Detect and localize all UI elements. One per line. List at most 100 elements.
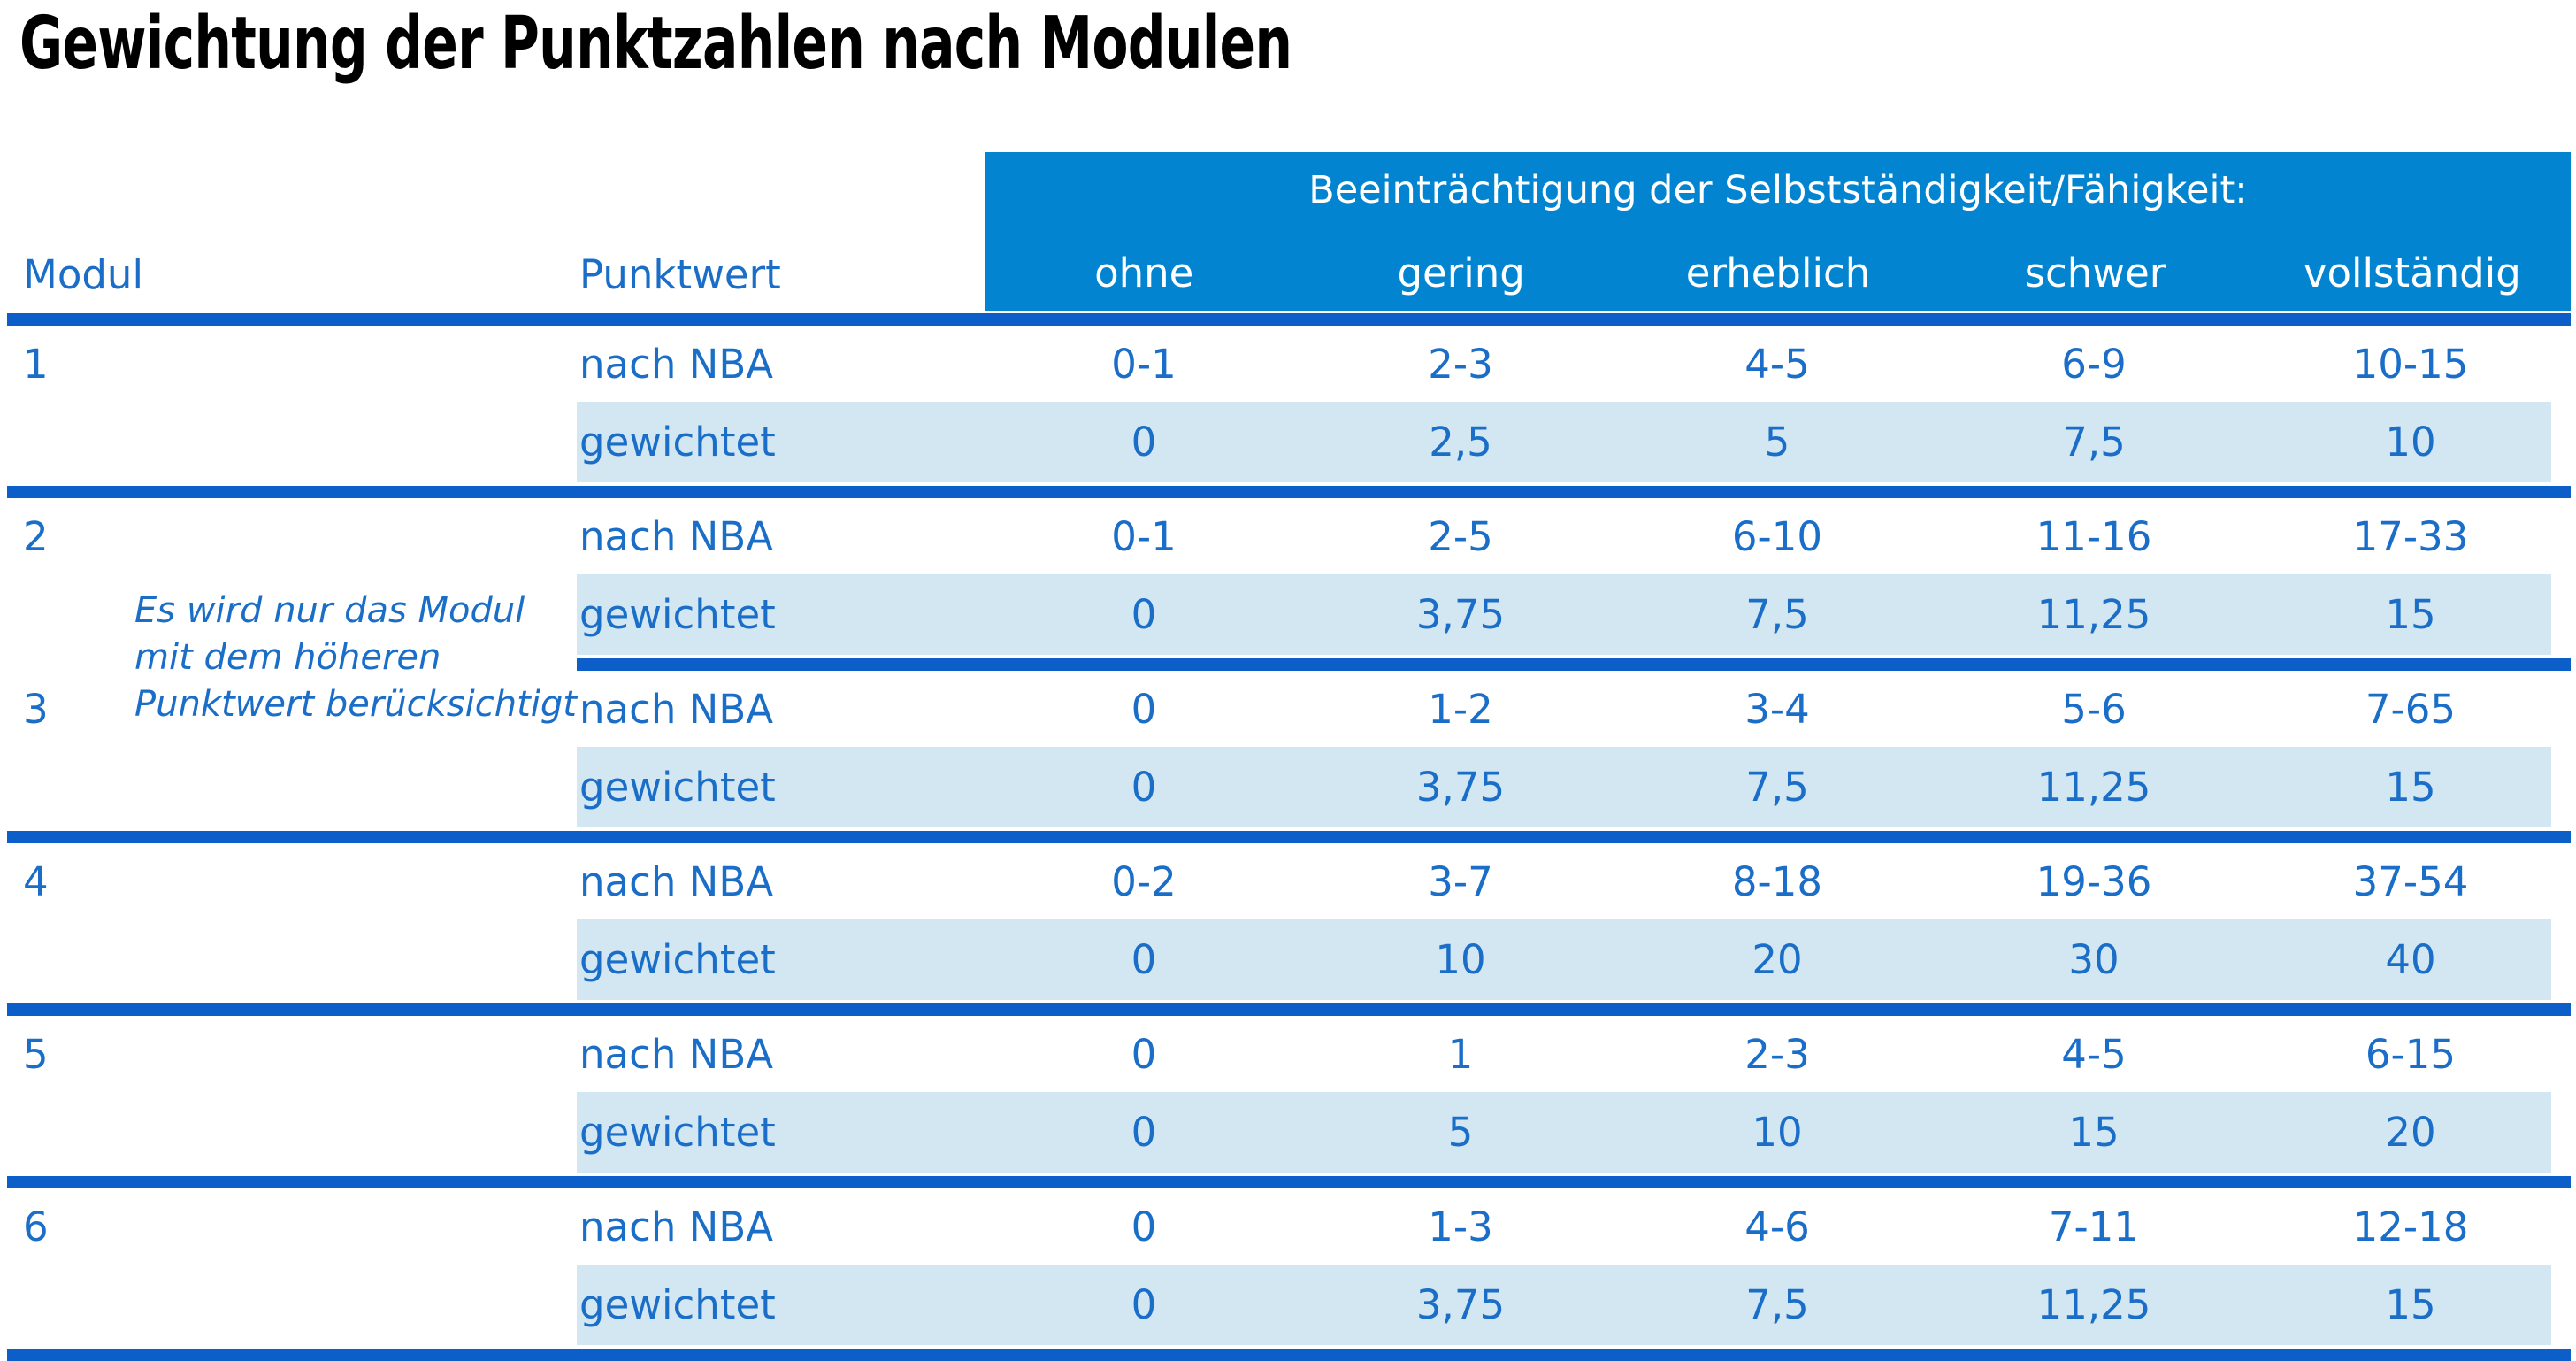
page-title: Gewichtung der Punktzahlen nach Modulen [19, 2, 1292, 86]
cell-value: 10 [1435, 936, 1486, 983]
cell-value: 1-2 [1428, 685, 1493, 733]
table-row: gewichtet 0 2,5 5 7,5 10 [0, 402, 2576, 482]
module-number-empty [0, 402, 577, 482]
table-row: 4 nach NBA 0-2 3-7 8-18 19-36 37-54 [0, 843, 2576, 919]
cell-value: 3-7 [1428, 857, 1493, 905]
cell-value: 15 [2385, 764, 2436, 811]
cell-value: 20 [1752, 936, 1803, 983]
cell-value: 11,25 [2036, 591, 2151, 638]
table-row: gewichtet 0 5 10 15 20 [0, 1092, 2576, 1173]
row-label-nba: nach NBA [579, 857, 773, 905]
module-number: 2 [23, 512, 49, 560]
row-label-weighted: gewichtet [579, 419, 776, 465]
cell-value: 3,75 [1415, 591, 1506, 638]
cell-value: 4-5 [2061, 1030, 2127, 1078]
table-row: 5 nach NBA 0 1 2-3 4-5 6-15 [0, 1016, 2576, 1092]
module-number: 5 [23, 1030, 49, 1078]
cell-value: 3,75 [1415, 764, 1506, 811]
module-divider [7, 486, 2571, 498]
cell-value: 3,75 [1415, 1281, 1506, 1328]
col-header-gering: gering [1397, 250, 1525, 296]
cell-value: 0-1 [1111, 340, 1177, 388]
module-number: 3 [23, 685, 49, 733]
row-label-nba: nach NBA [579, 512, 773, 560]
cell-value: 11,25 [2036, 1281, 2151, 1328]
weighting-table: Beeinträchtigung der Selbstständigkeit/F… [0, 152, 2576, 1361]
cell-value: 0 [1131, 1030, 1157, 1078]
row-label-weighted: gewichtet [579, 936, 776, 983]
cell-value: 1 [1447, 1030, 1474, 1078]
cell-value: 0 [1131, 1281, 1157, 1328]
col-header-vollstaendig: vollständig [2303, 250, 2521, 296]
cell-value: 6-9 [2061, 340, 2127, 388]
cell-value: 7,5 [1745, 591, 1809, 638]
module-divider [7, 1176, 2571, 1188]
cell-value: 11,25 [2036, 764, 2151, 811]
cell-value: 10-15 [2352, 340, 2469, 388]
module-number-empty [0, 1092, 577, 1173]
cell-value: 5 [1447, 1109, 1474, 1156]
row-stripe [577, 919, 2551, 1000]
module-2-3-note: Es wird nur das Modul mit dem höheren Pu… [134, 588, 577, 728]
table-row: 2 nach NBA 0-1 2-5 6-10 11-16 17-33 [0, 498, 2576, 574]
cell-value: 0-1 [1111, 512, 1177, 560]
cell-value: 7,5 [2062, 419, 2126, 465]
severity-header-title: Beeinträchtigung der Selbstständigkeit/F… [1308, 168, 2248, 212]
note-line: mit dem höheren [134, 637, 441, 678]
cell-value: 0 [1131, 1203, 1157, 1250]
cell-value: 3-4 [1744, 685, 1810, 733]
cell-value: 17-33 [2352, 512, 2469, 560]
cell-value: 4-5 [1744, 340, 1810, 388]
cell-value: 7,5 [1745, 1281, 1809, 1328]
cell-value: 15 [2068, 1109, 2120, 1156]
cell-value: 6-15 [2365, 1030, 2457, 1078]
table-row: gewichtet 0 3,75 7,5 11,25 15 [0, 747, 2576, 827]
row-label-weighted: gewichtet [579, 764, 776, 811]
cell-value: 0 [1131, 936, 1157, 983]
cell-value: 7-11 [2048, 1203, 2140, 1250]
cell-value: 5 [1764, 419, 1790, 465]
row-label-nba: nach NBA [579, 1203, 773, 1250]
cell-value: 2-3 [1428, 340, 1493, 388]
row-stripe [577, 747, 2551, 827]
cell-value: 0 [1131, 1109, 1157, 1156]
row-label-nba: nach NBA [579, 1030, 773, 1078]
cell-value: 2-3 [1744, 1030, 1810, 1078]
cell-value: 1-3 [1428, 1203, 1493, 1250]
module-block-5: 5 nach NBA 0 1 2-3 4-5 6-15 gewichtet 0 … [0, 1016, 2576, 1188]
note-line: Es wird nur das Modul [134, 590, 525, 631]
row-stripe [577, 1265, 2551, 1345]
cell-value: 0-2 [1111, 857, 1177, 905]
module-number-empty [0, 919, 577, 1000]
cell-value: 20 [2385, 1109, 2436, 1156]
table-bottom-rule [7, 1349, 2571, 1361]
module-block-3: 3 nach NBA 0 1-2 3-4 5-6 7-65 gewichtet … [0, 671, 2576, 843]
col-header-erheblich: erheblich [1685, 250, 1871, 296]
row-label-weighted: gewichtet [579, 591, 776, 638]
table-row: gewichtet 0 10 20 30 40 [0, 919, 2576, 1000]
cell-value: 37-54 [2352, 857, 2469, 905]
module-number: 6 [23, 1203, 49, 1250]
module-block-6: 6 nach NBA 0 1-3 4-6 7-11 12-18 gewichte… [0, 1188, 2576, 1361]
cell-value: 19-36 [2036, 857, 2152, 905]
cell-value: 15 [2385, 591, 2436, 638]
table-row: 3 nach NBA 0 1-2 3-4 5-6 7-65 [0, 671, 2576, 747]
header-divider [7, 313, 2571, 326]
module-block-4: 4 nach NBA 0-2 3-7 8-18 19-36 37-54 gewi… [0, 843, 2576, 1016]
cell-value: 0 [1131, 419, 1157, 465]
cell-value: 8-18 [1731, 857, 1823, 905]
cell-value: 7-65 [2365, 685, 2457, 733]
col-header-modul: Modul [23, 251, 143, 298]
table-row: 6 nach NBA 0 1-3 4-6 7-11 12-18 [0, 1188, 2576, 1265]
module-divider-partial [577, 658, 2571, 671]
cell-value: 0 [1131, 591, 1157, 638]
table-header: Beeinträchtigung der Selbstständigkeit/F… [0, 152, 2576, 326]
row-stripe [577, 1092, 2551, 1173]
module-number: 1 [23, 340, 49, 388]
module-number-empty [0, 747, 577, 827]
cell-value: 10 [1752, 1109, 1803, 1156]
cell-value: 4-6 [1744, 1203, 1810, 1250]
col-header-ohne: ohne [1094, 250, 1194, 296]
cell-value: 11-16 [2036, 512, 2152, 560]
cell-value: 12-18 [2352, 1203, 2469, 1250]
